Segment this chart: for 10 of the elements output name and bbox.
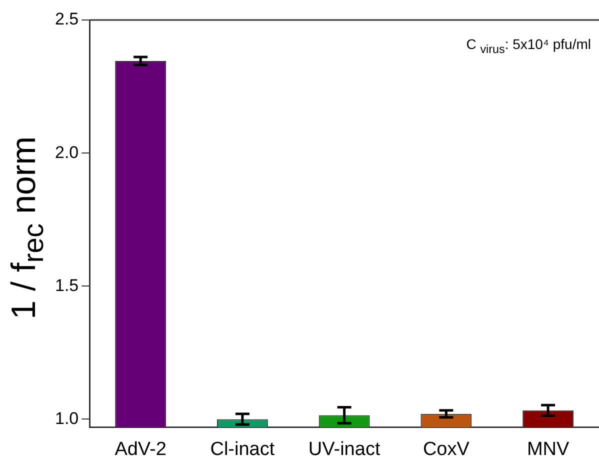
x-tick-label: Cl-inact: [210, 438, 276, 460]
y-tick-label: 1.0: [54, 408, 79, 428]
x-tick-label: AdV-2: [114, 438, 166, 460]
y-tick-label: 2.5: [54, 10, 79, 29]
y-tick-label: 2.0: [54, 142, 79, 162]
x-tick-label: MNV: [526, 438, 570, 460]
annotation: C $_{virus}$: 5x10⁴ pfu/ml: [466, 36, 591, 56]
x-tick-label: UV-inact: [308, 438, 381, 460]
y-tick-label: 1.5: [54, 276, 79, 295]
x-tick-label: CoxV: [422, 438, 470, 460]
